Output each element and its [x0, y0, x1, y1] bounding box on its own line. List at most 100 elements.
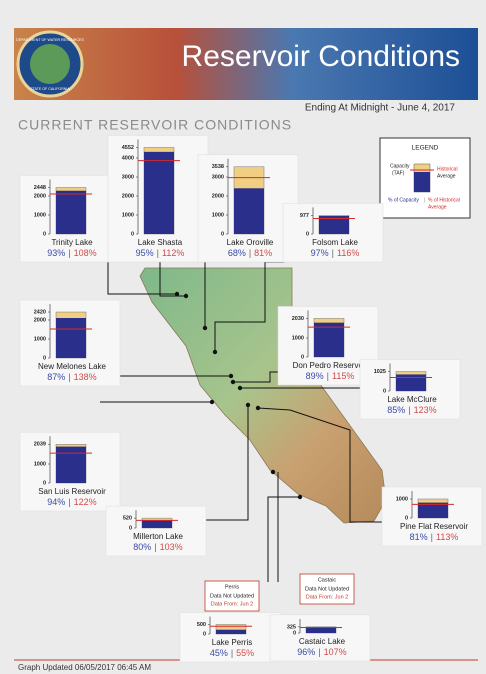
y-tick-label: 2448 — [34, 185, 46, 191]
date: Ending At Midnight - June 4, 2017 — [305, 103, 456, 114]
pct-capacity: 96% — [297, 647, 315, 657]
pct-average: 138% — [74, 372, 97, 382]
separator: | — [68, 248, 70, 258]
reservoir-dot — [203, 326, 207, 330]
y-tick-label: 3538 — [212, 164, 224, 170]
reservoir-dot — [271, 470, 275, 474]
y-tick-label: 2000 — [34, 317, 46, 323]
reservoir-dot — [184, 294, 188, 298]
y-tick-label: 3000 — [122, 174, 134, 180]
y-tick-label: 4552 — [122, 145, 134, 151]
reservoir-dot — [246, 403, 250, 407]
pct-capacity: 87% — [47, 372, 65, 382]
storage-bar — [56, 318, 86, 358]
legend-label: % of Historical — [428, 197, 460, 203]
reservoir-name: Millerton Lake — [133, 532, 183, 541]
legend-title: LEGEND — [412, 145, 439, 152]
legend-label: | — [424, 197, 425, 203]
percent-labels: 68%|81% — [228, 248, 272, 258]
pct-capacity: 80% — [133, 542, 151, 552]
legend-label: (TAF) — [392, 170, 405, 176]
reservoir-dot — [256, 406, 260, 410]
y-tick-label: 325 — [287, 624, 296, 630]
pct-average: 81% — [254, 248, 272, 258]
separator: | — [431, 532, 433, 542]
y-tick-label: 1000 — [34, 212, 46, 218]
logo-inner — [30, 44, 70, 84]
note-title: Castaic — [318, 577, 337, 583]
y-tick-label: 0 — [405, 515, 408, 521]
legend-label: Average — [437, 173, 456, 179]
storage-bar — [56, 191, 86, 234]
storage-bar — [216, 630, 246, 634]
pct-capacity: 94% — [47, 497, 65, 507]
pct-capacity: 68% — [228, 248, 246, 258]
legend-label: % of Capacity — [388, 197, 419, 203]
y-tick-label: 977 — [300, 213, 309, 219]
y-tick-label: 0 — [129, 525, 132, 531]
y-tick-label: 0 — [221, 231, 224, 237]
reservoir-name: San Luis Reservoir — [38, 487, 106, 496]
y-tick-label: 0 — [301, 354, 304, 360]
reservoir-name: Castaic Lake — [299, 637, 346, 646]
separator: | — [249, 248, 251, 258]
pct-capacity: 93% — [47, 248, 65, 258]
reservoir-name: Folsom Lake — [312, 238, 358, 247]
separator: | — [68, 372, 70, 382]
pct-average: 107% — [324, 647, 347, 657]
pct-average: 115% — [332, 371, 354, 381]
reservoir-dot — [213, 350, 217, 354]
reservoir-name: Lake Perris — [212, 638, 252, 647]
reservoir-dot — [231, 380, 235, 384]
percent-labels: 45%|55% — [210, 648, 254, 658]
pct-average: 55% — [236, 648, 254, 658]
y-tick-label: 2000 — [122, 193, 134, 199]
separator: | — [231, 648, 233, 658]
storage-bar — [314, 323, 344, 357]
separator: | — [327, 371, 329, 381]
storage-bar — [144, 152, 174, 234]
pct-capacity: 85% — [387, 405, 405, 415]
y-tick-label: 520 — [123, 516, 132, 522]
y-tick-label: 0 — [203, 631, 206, 637]
separator: | — [318, 647, 320, 657]
storage-bar — [234, 188, 264, 234]
pct-average: 122% — [74, 497, 97, 507]
legend-label: Capacity — [390, 163, 410, 169]
reservoir-name: Lake Oroville — [227, 238, 274, 247]
storage-bar — [396, 374, 426, 391]
reservoir-chart: 010002000300040004552Lake Shasta95%|112% — [108, 136, 208, 262]
y-tick-label: 1000 — [34, 461, 46, 467]
reservoir-dot — [238, 386, 242, 390]
separator: | — [157, 248, 159, 258]
y-tick-label: 2030 — [292, 316, 304, 322]
storage-bar — [306, 627, 336, 633]
logo-text: STATE OF CALIFORNIA — [30, 87, 70, 91]
pct-average: 123% — [414, 405, 437, 415]
reservoir-name: Don Pedro Reservoir — [293, 361, 368, 370]
note-line: Data Not Updated — [305, 586, 349, 592]
y-tick-label: 4000 — [122, 155, 134, 161]
pct-average: 113% — [436, 532, 458, 542]
y-tick-label: 1000 — [292, 335, 304, 341]
legend-storage — [414, 172, 430, 192]
reservoir-name: Pine Flat Reservoir — [400, 522, 468, 531]
reservoir-name: New Melones Lake — [38, 362, 107, 371]
pct-average: 116% — [337, 248, 359, 258]
pct-capacity: 45% — [210, 648, 228, 658]
note-line: Data From: Jun 2 — [306, 594, 349, 600]
pct-average: 112% — [162, 248, 184, 258]
y-tick-label: 0 — [43, 355, 46, 361]
y-tick-label: 1000 — [396, 496, 408, 502]
y-tick-label: 2000 — [34, 193, 46, 199]
page: DEPARTMENT OF WATER RESOURCES STATE OF C… — [0, 0, 486, 674]
reservoir-dot — [210, 400, 214, 404]
reservoir-chart: 010002039San Luis Reservoir94%|122% — [20, 432, 120, 511]
note: Castaic Data Not Updated Data From: Jun 2 — [300, 574, 354, 604]
y-tick-label: 1025 — [374, 369, 386, 375]
y-tick-label: 0 — [383, 388, 386, 394]
